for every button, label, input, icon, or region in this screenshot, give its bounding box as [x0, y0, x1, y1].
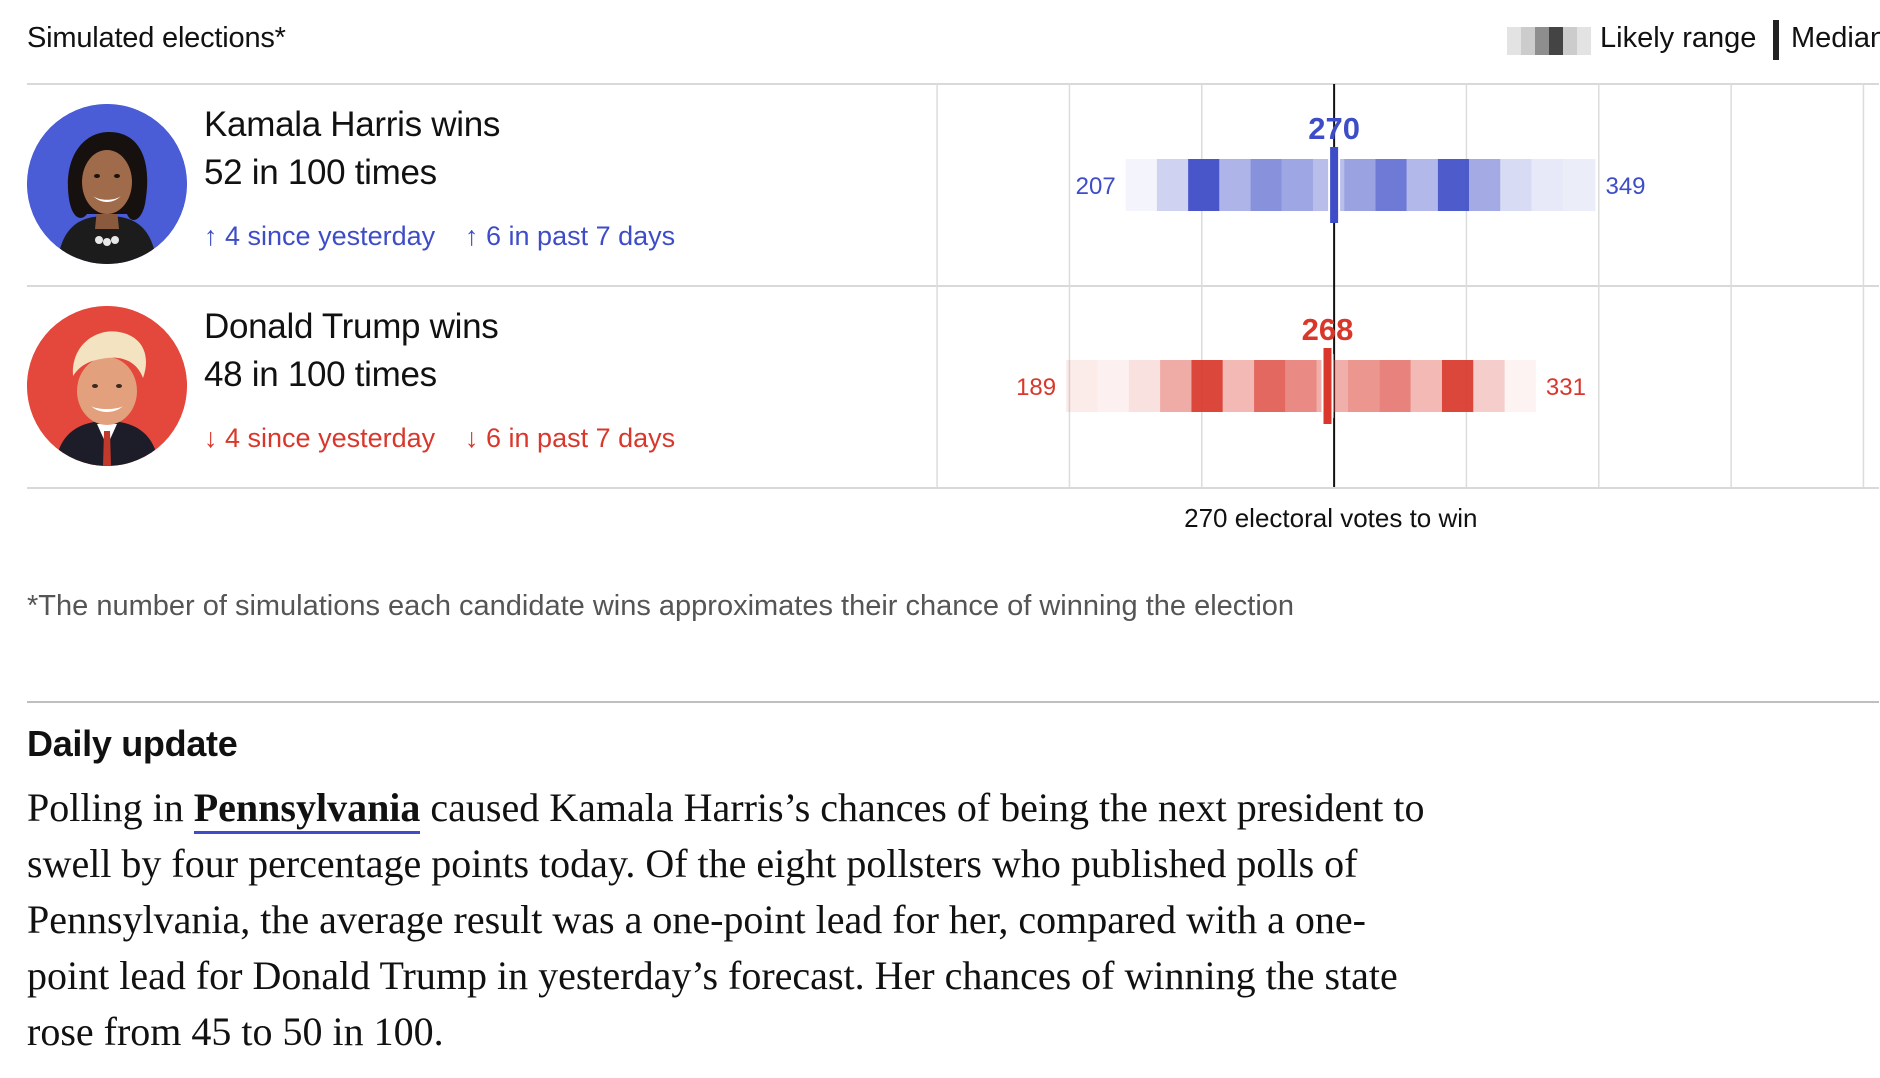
legend-range-label: Likely range [1600, 22, 1757, 54]
trump-range-bin [1504, 360, 1536, 412]
trump-range-bin [1254, 360, 1286, 412]
electoral-votes-chart: 207 349 189 331 270 268 [936, 84, 1865, 487]
arrow-up-icon: ↑ [204, 221, 218, 251]
harris-change-week-text: 6 in past 7 days [486, 221, 676, 251]
legend-range-swatch-3 [1535, 27, 1549, 55]
trump-range-bin [1191, 360, 1223, 412]
row-divider-top [27, 83, 1879, 85]
arrow-up-icon: ↑ [465, 221, 479, 251]
harris-range-bin [1281, 159, 1313, 211]
harris-range-bin [1562, 159, 1596, 211]
trump-median-marker [1323, 348, 1332, 424]
harris-change-day: ↑ 4 since yesterday [204, 221, 435, 252]
trump-range-bin [1128, 360, 1161, 412]
trump-range-bin [1066, 360, 1098, 412]
harris-min-label: 207 [1076, 173, 1116, 200]
row-divider-middle [27, 285, 1879, 287]
trump-win-label: Donald Trump wins [204, 307, 499, 346]
harris-range-bin [1375, 159, 1407, 211]
trump-change-week-text: 6 in past 7 days [486, 423, 676, 453]
harris-range-bin [1125, 159, 1157, 211]
harris-range-bin [1531, 159, 1563, 211]
harris-range-bin [1250, 159, 1282, 211]
trump-range-bin [1473, 360, 1505, 412]
trump-odds-label: 48 in 100 times [204, 355, 437, 394]
legend-median-marker [1773, 20, 1779, 60]
harris-odds-label: 52 in 100 times [204, 153, 437, 192]
harris-change-day-text: 4 since yesterday [225, 221, 436, 251]
trump-range-bin [1379, 360, 1411, 412]
trump-range-bin [1410, 360, 1442, 412]
portrait-trump-icon [27, 306, 187, 466]
legend-range-swatch-2 [1521, 27, 1535, 55]
trump-range-bin [1285, 360, 1317, 412]
row-divider-bottom [27, 487, 1879, 489]
harris-range-bin [1437, 159, 1470, 211]
legend-range-swatch-1 [1507, 27, 1521, 55]
daily-text-after: caused Kamala Harris’s chances of being … [27, 785, 1425, 1054]
harris-range-bin [1219, 159, 1251, 211]
daily-text-before: Polling in [27, 785, 194, 830]
harris-range-bin [1406, 159, 1438, 211]
trump-range-bin [1222, 360, 1255, 412]
legend-median-label: Median [1791, 22, 1880, 54]
harris-range-bin [1469, 159, 1501, 211]
trump-change-day: ↓ 4 since yesterday [204, 423, 435, 454]
trump-range-bin [1160, 360, 1192, 412]
footnote: *The number of simulations each candidat… [27, 590, 1295, 622]
harris-median-label: 270 [1308, 111, 1360, 146]
trump-change-day-text: 4 since yesterday [225, 423, 436, 453]
trump-change-week: ↓ 6 in past 7 days [465, 423, 675, 454]
harris-range-bin [1156, 159, 1189, 211]
trump-range-bin [1441, 360, 1474, 412]
harris-change-week: ↑ 6 in past 7 days [465, 221, 675, 252]
pennsylvania-link[interactable]: Pennsylvania [193, 785, 421, 834]
harris-range-bin [1344, 159, 1376, 211]
harris-win-label: Kamala Harris wins [204, 105, 501, 144]
harris-max-label: 349 [1605, 173, 1645, 200]
trump-min-label: 189 [1016, 374, 1056, 401]
arrow-down-icon: ↓ [465, 423, 479, 453]
legend-range-swatch-6 [1577, 27, 1591, 55]
harris-range-bin [1188, 159, 1220, 211]
threshold-caption: 270 electoral votes to win [1184, 503, 1478, 533]
trump-max-label: 331 [1546, 374, 1586, 401]
harris-median-marker [1330, 147, 1339, 223]
arrow-down-icon: ↓ [204, 423, 218, 453]
trump-median-label: 268 [1302, 312, 1354, 347]
trump-range-bin [1097, 360, 1129, 412]
legend-range-swatch-4 [1549, 27, 1563, 55]
daily-update-text: Polling in Pennsylvania caused Kamala Ha… [27, 780, 1427, 1060]
trump-range-bin [1348, 360, 1380, 412]
chart-title: Simulated elections* [27, 22, 286, 54]
avatar-harris [27, 104, 187, 264]
harris-range-bin [1500, 159, 1532, 211]
section-divider [27, 701, 1879, 703]
legend-range-swatch-5 [1563, 27, 1577, 55]
portrait-harris-icon [27, 104, 187, 264]
daily-update-title: Daily update [27, 723, 238, 764]
avatar-trump [27, 306, 187, 466]
